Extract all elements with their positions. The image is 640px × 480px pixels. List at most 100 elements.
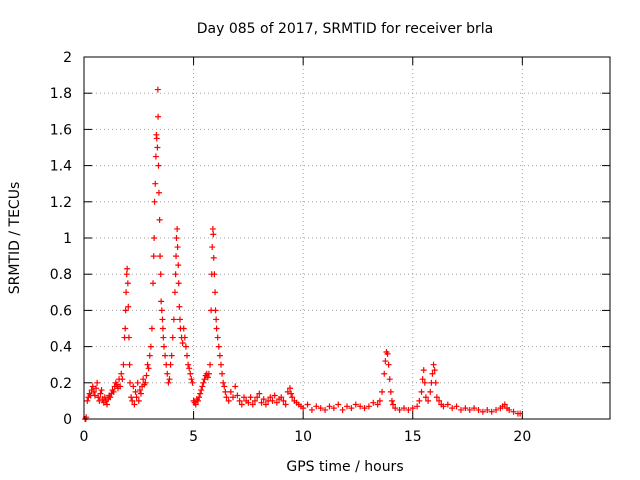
data-point xyxy=(168,352,175,359)
y-tick-label: 2 xyxy=(63,50,72,66)
data-point xyxy=(213,316,220,323)
data-point xyxy=(510,408,517,415)
data-point xyxy=(152,180,159,187)
data-point xyxy=(159,316,166,323)
data-point xyxy=(414,403,421,410)
chart-title: Day 085 of 2017, SRMTID for receiver brl… xyxy=(197,21,494,37)
data-point xyxy=(444,401,451,408)
data-point xyxy=(287,385,294,392)
data-point xyxy=(188,376,195,383)
data-point xyxy=(156,216,163,223)
data-point xyxy=(225,397,232,404)
data-point xyxy=(425,397,432,404)
data-point xyxy=(144,361,151,368)
data-point xyxy=(352,401,359,408)
data-point xyxy=(157,271,164,278)
data-point xyxy=(117,383,124,390)
data-point xyxy=(148,325,155,332)
data-point xyxy=(128,394,135,401)
data-point xyxy=(205,370,212,377)
data-point xyxy=(256,390,263,397)
data-point xyxy=(189,379,196,386)
data-point xyxy=(127,379,134,386)
data-point xyxy=(162,352,169,359)
data-point xyxy=(84,397,91,404)
data-point xyxy=(94,379,101,386)
data-point xyxy=(124,280,131,287)
data-point xyxy=(427,388,434,395)
data-point xyxy=(262,401,269,408)
data-point xyxy=(170,316,177,323)
data-point xyxy=(98,387,105,394)
y-tick-label: 0.2 xyxy=(50,376,72,392)
data-point xyxy=(234,392,241,399)
data-point xyxy=(146,352,153,359)
data-point xyxy=(422,394,429,401)
data-point xyxy=(317,405,324,412)
data-point xyxy=(93,385,100,392)
data-point xyxy=(187,370,194,377)
data-point xyxy=(95,394,102,401)
data-point xyxy=(176,316,183,323)
data-point xyxy=(159,325,166,332)
data-point xyxy=(182,343,189,350)
data-point xyxy=(154,86,161,93)
data-point xyxy=(143,372,150,379)
data-point xyxy=(133,394,140,401)
data-point xyxy=(125,334,132,341)
data-point xyxy=(227,388,234,395)
data-point xyxy=(132,388,139,395)
data-point xyxy=(405,406,412,413)
data-point xyxy=(453,403,460,410)
x-tick-label: 20 xyxy=(513,429,531,445)
data-point xyxy=(501,401,508,408)
data-point xyxy=(150,253,157,260)
data-point xyxy=(173,235,180,241)
data-point xyxy=(151,235,158,241)
data-point xyxy=(390,401,397,408)
data-point xyxy=(137,390,144,397)
data-point xyxy=(431,367,438,374)
data-point xyxy=(432,379,439,386)
x-axis-label: GPS time / hours xyxy=(286,459,403,475)
data-point xyxy=(236,397,243,404)
data-point xyxy=(238,401,245,408)
data-point xyxy=(388,397,395,404)
data-point xyxy=(471,405,478,412)
data-point xyxy=(430,361,437,368)
data-point xyxy=(212,307,219,314)
data-point xyxy=(175,262,182,269)
data-point xyxy=(382,358,389,365)
data-points xyxy=(82,86,524,422)
data-point xyxy=(420,367,427,374)
data-point xyxy=(212,289,219,296)
data-point xyxy=(230,394,237,401)
data-point xyxy=(386,376,393,383)
data-point xyxy=(96,397,103,404)
data-point xyxy=(131,401,138,408)
data-point xyxy=(217,361,224,368)
data-point xyxy=(91,392,98,399)
plot-frame xyxy=(83,56,611,420)
data-point xyxy=(135,397,142,404)
data-point xyxy=(304,401,311,408)
data-point xyxy=(89,383,96,390)
y-tick-label: 0 xyxy=(63,412,72,428)
data-point xyxy=(387,388,394,395)
data-point xyxy=(396,406,403,413)
data-point xyxy=(400,405,407,412)
data-point xyxy=(123,289,130,296)
data-point xyxy=(204,374,211,381)
data-point xyxy=(517,410,524,417)
data-point xyxy=(506,406,513,413)
data-point xyxy=(254,394,261,401)
data-point xyxy=(220,379,227,386)
data-point xyxy=(110,388,117,395)
data-point xyxy=(113,381,120,388)
data-point xyxy=(457,406,464,413)
data-point xyxy=(418,388,425,395)
data-point xyxy=(247,394,254,401)
data-point xyxy=(392,405,399,412)
data-point xyxy=(436,397,443,404)
